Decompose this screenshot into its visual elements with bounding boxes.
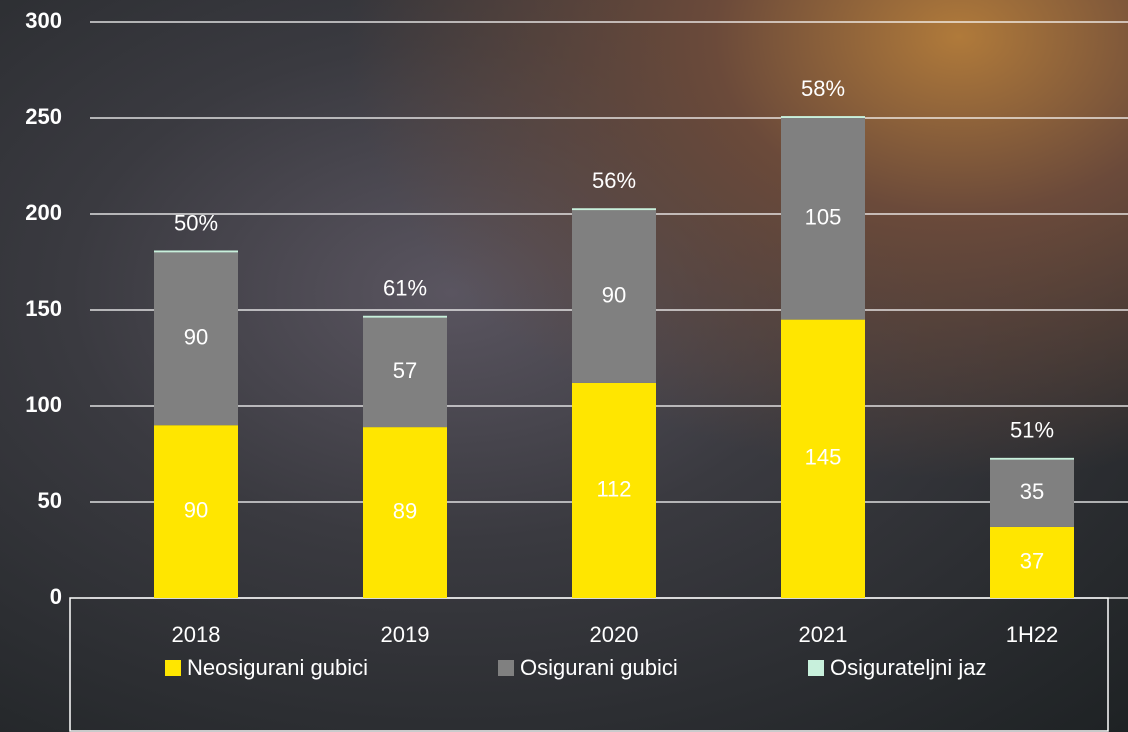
y-tick-label: 100 [25, 392, 62, 417]
percent-label: 61% [383, 276, 427, 301]
data-label: 105 [805, 205, 842, 230]
data-label: 90 [184, 325, 208, 350]
percent-label: 51% [1010, 418, 1054, 443]
legend-label: Osigurani gubici [520, 655, 678, 680]
x-tick-label: 2019 [381, 622, 430, 647]
legend-swatch [165, 660, 181, 676]
bar-segment [363, 316, 447, 318]
data-label: 35 [1020, 479, 1044, 504]
x-tick-label: 2020 [590, 622, 639, 647]
legend-swatch [498, 660, 514, 676]
data-label: 89 [393, 498, 417, 523]
chart: 0 50 100 150 200 250 300 2018 90 90 50% 2019 89 57 61%… [0, 0, 1128, 732]
data-label: 57 [393, 358, 417, 383]
y-tick-label: 300 [25, 8, 62, 33]
legend-label: Osigurateljni jaz [830, 655, 987, 680]
y-tick-label: 250 [25, 104, 62, 129]
bar-segment [154, 250, 238, 252]
data-label: 145 [805, 445, 842, 470]
data-label: 112 [596, 476, 631, 501]
bar-segment [990, 458, 1074, 460]
y-tick-label: 150 [25, 296, 62, 321]
legend-label: Neosigurani gubici [187, 655, 368, 680]
data-label: 90 [602, 282, 626, 307]
percent-label: 58% [801, 76, 845, 101]
percent-label: 50% [174, 210, 218, 235]
y-tick-label: 200 [25, 200, 62, 225]
bar-segment [572, 208, 656, 210]
y-tick-label: 0 [50, 584, 62, 609]
legend-swatch [808, 660, 824, 676]
bar-segment [781, 116, 865, 118]
data-label: 90 [184, 497, 208, 522]
x-tick-label: 2021 [799, 622, 848, 647]
percent-label: 56% [592, 168, 636, 193]
y-tick-label: 50 [38, 488, 62, 513]
x-tick-label: 1H22 [1006, 622, 1059, 647]
x-tick-label: 2018 [172, 622, 221, 647]
data-label: 37 [1020, 548, 1044, 573]
